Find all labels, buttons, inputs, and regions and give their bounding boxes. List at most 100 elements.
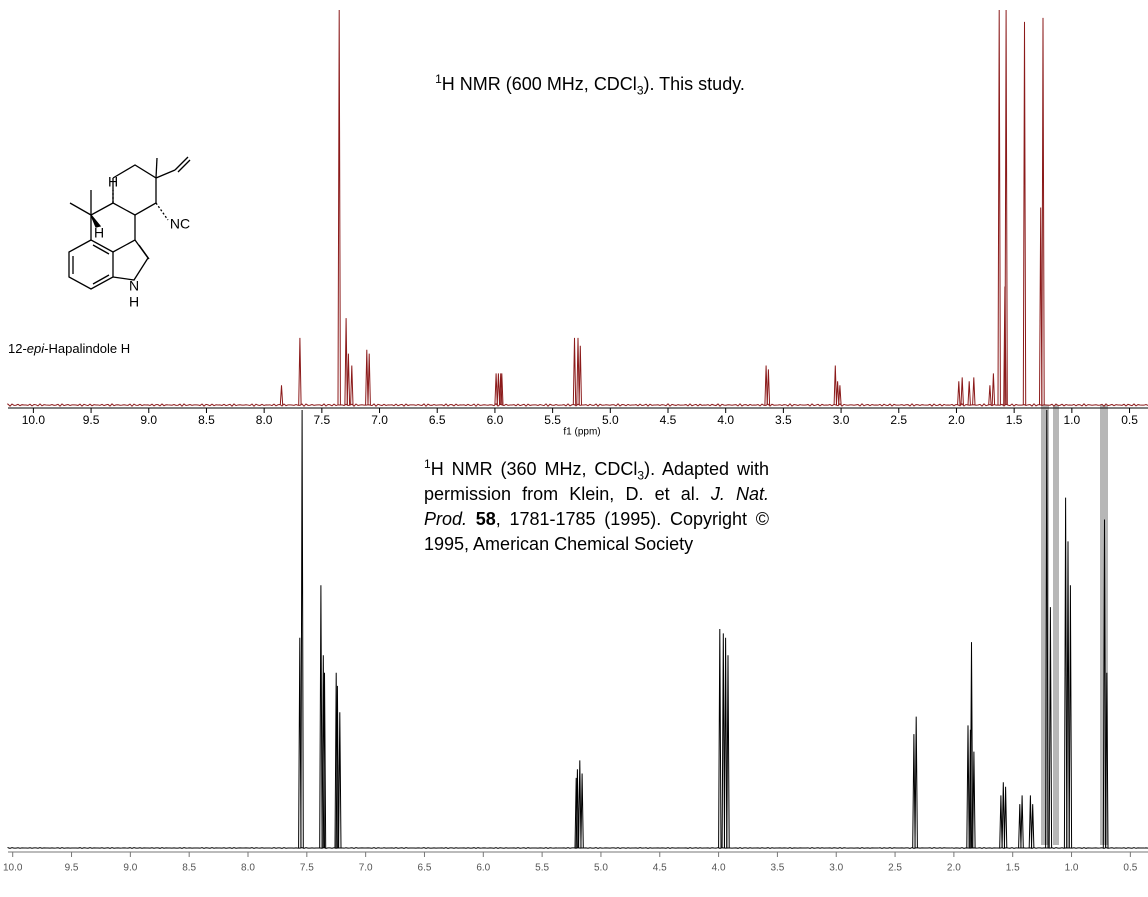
x-tick-label: 7.5	[314, 413, 331, 427]
x-tick-label: 1.5	[1006, 413, 1023, 427]
peak	[367, 353, 371, 406]
peak	[1063, 497, 1068, 849]
peak	[572, 337, 577, 406]
peak	[298, 337, 302, 406]
peak	[580, 773, 584, 849]
x-tick-label: 7.0	[371, 413, 388, 427]
peak	[1028, 795, 1033, 849]
peak	[833, 365, 837, 406]
x-tick-label: 3.5	[770, 863, 784, 874]
x-tick-label: 3.0	[833, 413, 850, 427]
peak	[500, 373, 504, 406]
x-tick-label: 0.5	[1121, 413, 1138, 427]
text-run: 12-	[8, 341, 27, 356]
peak	[578, 345, 582, 406]
x-tick-label: 5.0	[594, 863, 608, 874]
peak	[1003, 786, 1008, 849]
atom-label: H	[129, 294, 139, 310]
compound-name: 12-epi-Hapalindole H	[8, 336, 130, 361]
peak	[967, 381, 971, 406]
x-tick-label: 6.0	[476, 863, 490, 874]
peak	[365, 349, 369, 406]
x-tick-label: 5.5	[535, 863, 549, 874]
peak	[322, 672, 327, 849]
peak	[726, 655, 730, 849]
atom-label: H	[108, 174, 118, 190]
peak	[1018, 804, 1022, 849]
annotation: 1H NMR (600 MHz, CDCl3). This study.	[200, 72, 980, 97]
peak	[1039, 207, 1043, 406]
x-tick-label: 5.5	[544, 413, 561, 427]
peak	[335, 685, 340, 849]
annotation: 1H NMR (360 MHz, CDCl3). Adapted with pe…	[424, 457, 769, 557]
text-run: J. Nat. Prod.	[424, 484, 770, 529]
atom-label: NC	[170, 216, 190, 232]
baseline	[7, 847, 1148, 849]
x-tick-label: 9.0	[123, 863, 137, 874]
x-tick-label: 10.0	[22, 413, 46, 427]
peak	[1068, 585, 1073, 849]
x-tick-label: 6.5	[418, 863, 432, 874]
x-tick-label: 2.0	[947, 863, 961, 874]
peak	[338, 712, 342, 849]
x-tick-label: 10.0	[3, 863, 23, 874]
peak	[337, 9, 341, 406]
text-run: H NMR (600 MHz, CDCl	[441, 74, 637, 94]
text-run: -Hapalindole H	[44, 341, 131, 356]
peak	[912, 734, 916, 849]
text-run: H NMR (360 MHz, CDCl	[430, 459, 638, 479]
peak	[960, 377, 964, 406]
text-run: ). Adapted with permission from Klein, D…	[424, 459, 769, 504]
peak	[966, 725, 970, 849]
peak	[494, 373, 498, 406]
x-tick-label: 4.0	[712, 863, 726, 874]
peak	[576, 337, 580, 406]
x-tick-label: 8.0	[256, 413, 273, 427]
x-tick-label: 3.5	[775, 413, 792, 427]
peak	[346, 353, 351, 406]
peak	[344, 318, 348, 406]
peak	[718, 628, 722, 849]
peak	[968, 729, 973, 849]
atom-label: N	[129, 278, 139, 294]
peak	[835, 381, 840, 406]
x-tick-label: 4.5	[660, 413, 677, 427]
peak	[972, 751, 976, 849]
baseline	[7, 402, 1148, 407]
overlay-band	[1053, 405, 1059, 845]
text-run: 1	[424, 457, 431, 471]
x-tick-label: 1.5	[1006, 863, 1020, 874]
peak	[1031, 804, 1035, 849]
peak	[969, 642, 974, 849]
peak	[721, 633, 725, 849]
x-tick-label: 2.0	[948, 413, 965, 427]
peak	[972, 377, 976, 406]
x-tick-label: 9.5	[83, 413, 100, 427]
peak	[988, 385, 992, 406]
peak	[1048, 607, 1053, 849]
atom-label: H	[94, 225, 104, 241]
peak	[766, 369, 771, 406]
x-tick-label: 0.5	[1123, 863, 1137, 874]
peak	[578, 760, 582, 849]
x-tick-label: 8.5	[182, 863, 196, 874]
peak	[1020, 795, 1024, 849]
spectrum-panel: 10.0 9.5 9.0 8.5 8.0 7.5 7.0 6.5 6.0 5.5 5.0 4.5 4.0…	[7, 9, 1148, 438]
peak	[999, 795, 1003, 849]
x-tick-label: 1.0	[1065, 863, 1079, 874]
text-run: epi	[26, 341, 45, 356]
peak	[723, 637, 728, 849]
peak	[764, 365, 768, 406]
peak	[1045, 409, 1049, 849]
x-tick-label: 1.0	[1064, 413, 1081, 427]
x-tick-label: 9.5	[65, 863, 79, 874]
peak	[991, 373, 996, 406]
peak	[997, 9, 1001, 406]
peak	[1041, 17, 1045, 406]
peak	[1105, 672, 1109, 849]
peak	[496, 373, 501, 406]
peak	[914, 716, 918, 849]
structure	[68, 156, 191, 290]
x-tick-label: 7.0	[359, 863, 373, 874]
